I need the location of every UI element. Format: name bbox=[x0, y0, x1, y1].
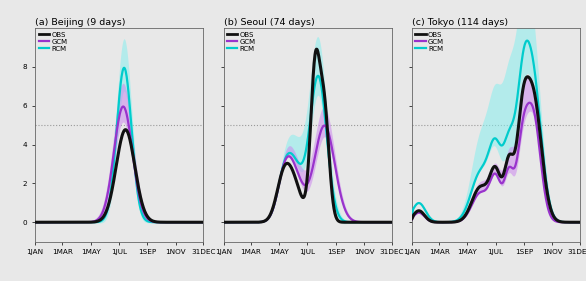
Legend: OBS, GCM, RCM: OBS, GCM, RCM bbox=[226, 30, 257, 53]
Text: (b) Seoul (74 days): (b) Seoul (74 days) bbox=[223, 18, 314, 27]
Text: (a) Beijing (9 days): (a) Beijing (9 days) bbox=[35, 18, 125, 27]
Text: (c) Tokyo (114 days): (c) Tokyo (114 days) bbox=[412, 18, 508, 27]
Legend: OBS, GCM, RCM: OBS, GCM, RCM bbox=[414, 30, 445, 53]
Legend: OBS, GCM, RCM: OBS, GCM, RCM bbox=[38, 30, 69, 53]
